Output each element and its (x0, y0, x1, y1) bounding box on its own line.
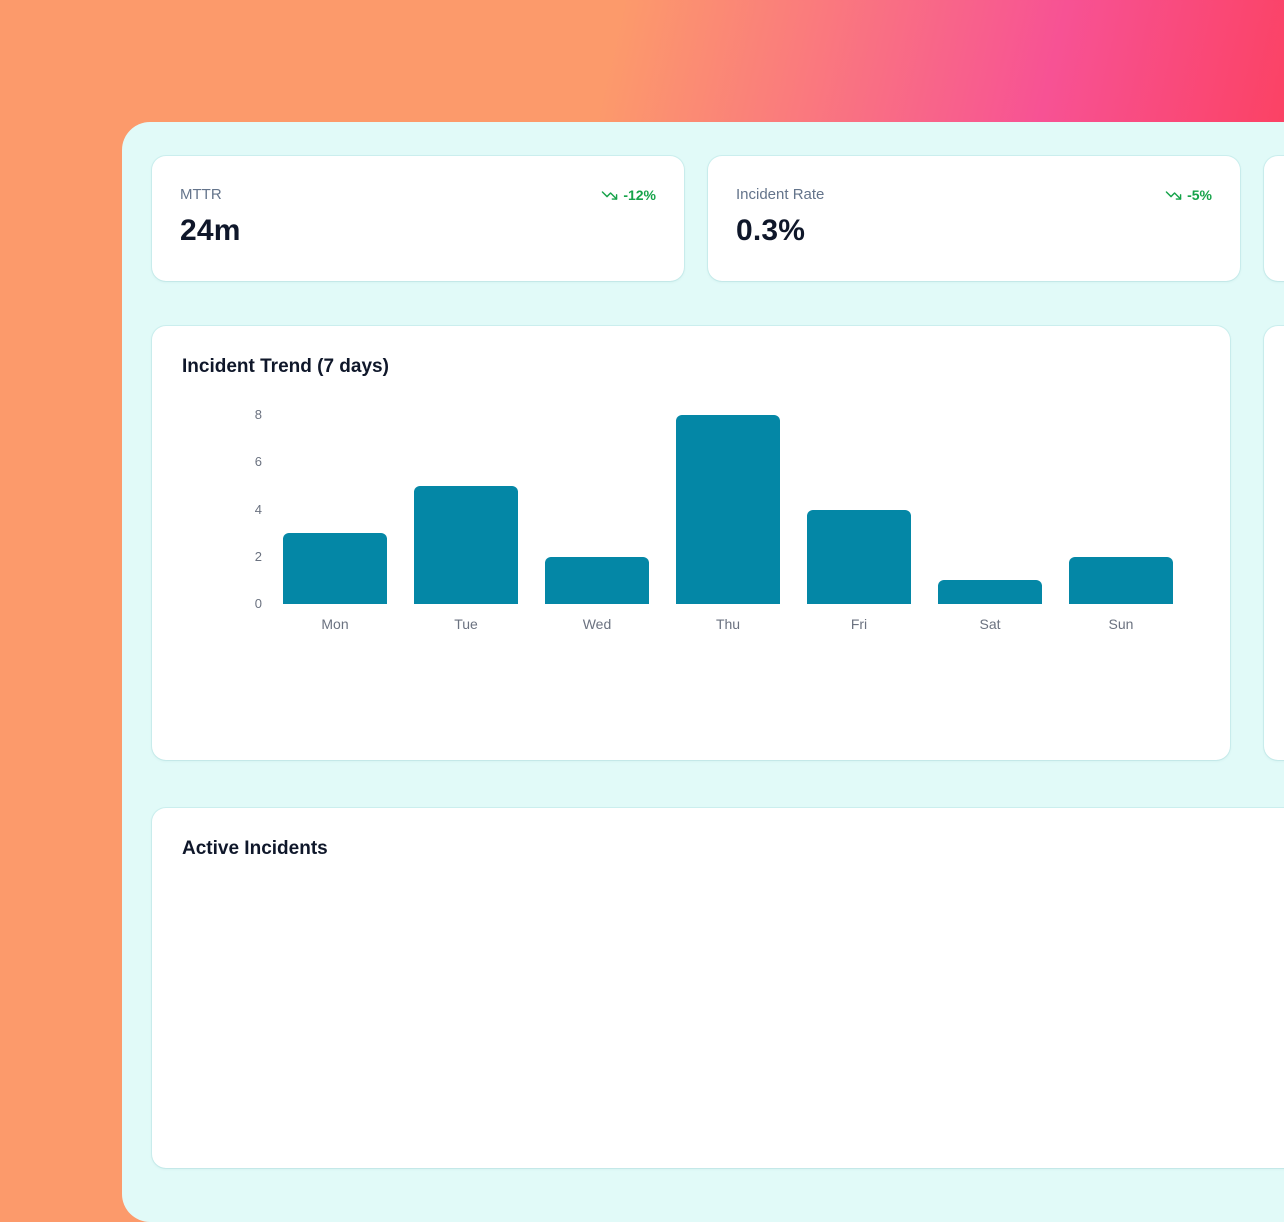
dashboard-panel: MTTR -12% 24m Incident Rate (122, 122, 1284, 1222)
chart-x-tick-wed: Wed (582, 616, 612, 632)
chart-bars (283, 415, 1200, 604)
stat-card-header: Incident Rate -5% (736, 186, 1212, 204)
chart-bar-fri (807, 509, 911, 604)
chart-y-tick-6: 6 (254, 454, 262, 470)
stat-delta-badge: -5% (1165, 187, 1212, 204)
stat-card-partial (1264, 156, 1284, 281)
stat-card-mttr: MTTR -12% 24m (152, 156, 684, 281)
chart-bar-mon (283, 533, 387, 604)
trending-down-icon (1165, 187, 1182, 204)
chart-x-axis: Mon Tue Wed Thu Fri Sat Sun (283, 616, 1200, 632)
chart-bar-tue (414, 485, 518, 604)
chart-plot-area: 0 2 4 6 8 Mon Tue Wed Thu Fri Sat Sun (182, 407, 1200, 632)
chart-row: Incident Trend (7 days) 0 2 4 6 8 Mon Tue Wed T… (152, 326, 1284, 760)
chart-y-axis: 0 2 4 6 8 (182, 407, 262, 611)
chart-y-tick-4: 4 (254, 501, 262, 517)
stat-delta-value: -5% (1187, 187, 1212, 203)
incident-trend-card: Incident Trend (7 days) 0 2 4 6 8 Mon Tue Wed T… (152, 326, 1230, 760)
stat-value: 0.3% (736, 214, 806, 247)
chart-y-tick-0: 0 (254, 596, 262, 611)
chart-bar-sat (938, 580, 1042, 604)
stats-row: MTTR -12% 24m Incident Rate (152, 156, 1284, 281)
stat-label: MTTR (180, 186, 222, 203)
chart-y-tick-8: 8 (254, 407, 262, 422)
chart-title: Incident Trend (7 days) (182, 356, 389, 377)
stat-value: 24m (180, 214, 241, 247)
stat-delta-value: -12% (623, 187, 656, 203)
chart-x-tick-sat: Sat (979, 616, 1001, 632)
chart-y-tick-2: 2 (254, 548, 262, 564)
chart-x-tick-fri: Fri (850, 616, 868, 632)
chart-x-tick-tue: Tue (454, 616, 478, 632)
chart-x-tick-sun: Sun (1108, 616, 1134, 632)
trending-down-icon (601, 187, 618, 204)
stat-label: Incident Rate (736, 186, 825, 203)
chart-bar-wed (545, 556, 649, 604)
chart-bar-sun (1069, 556, 1173, 604)
chart-x-tick-thu: Thu (715, 616, 741, 632)
stat-delta-badge: -12% (601, 187, 656, 204)
side-card-partial (1264, 326, 1284, 760)
stat-card-header: MTTR -12% (180, 186, 656, 204)
active-incidents-card: Active Incidents (152, 808, 1284, 1168)
chart-x-tick-mon: Mon (321, 616, 349, 632)
active-incidents-title: Active Incidents (182, 838, 328, 859)
chart-bar-thu (676, 415, 780, 604)
stat-card-incident-rate: Incident Rate -5% 0.3% (708, 156, 1240, 281)
